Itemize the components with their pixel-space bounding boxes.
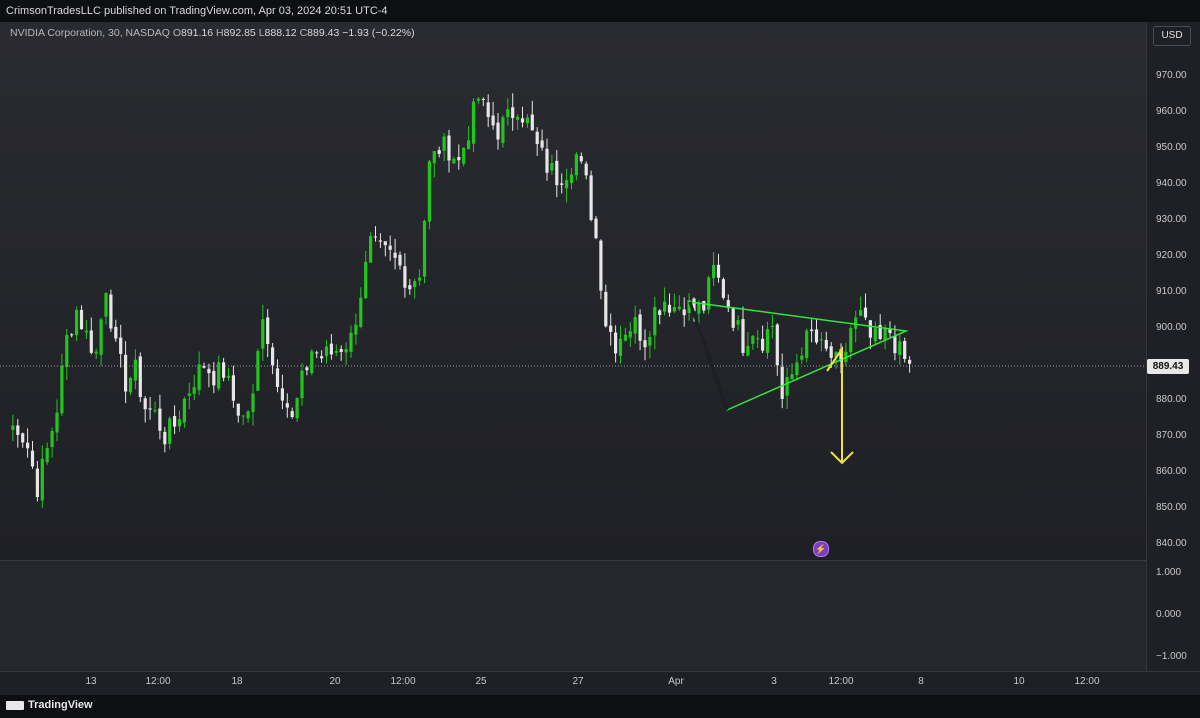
footer-brand: TradingView: [28, 699, 93, 711]
price-tick-label: 840.00: [1156, 538, 1187, 549]
price-tick-label: 880.00: [1156, 394, 1187, 405]
time-tick-label: 8: [918, 676, 924, 687]
footer-bar: TradingView: [0, 695, 1200, 718]
time-tick-label: 12:00: [828, 676, 854, 687]
price-tick-label: 900.00: [1156, 322, 1187, 333]
time-tick-label: 10: [1013, 676, 1025, 687]
time-tick-label: 27: [572, 676, 584, 687]
legend-h-label: H: [216, 27, 224, 39]
legend-close: 889.43: [307, 27, 340, 39]
price-tick-label: 970.00: [1156, 70, 1187, 81]
price-tick-label: 910.00: [1156, 286, 1187, 297]
legend-open: 891.16: [181, 27, 214, 39]
legend-change: −1.93 (−0.22%): [342, 27, 415, 39]
tradingview-logo: TradingView: [6, 699, 93, 711]
time-tick-label: 12:00: [1074, 676, 1100, 687]
time-tick-label: 20: [329, 676, 341, 687]
legend-l-label: L: [258, 27, 265, 39]
time-tick-label: 3: [771, 676, 777, 687]
publisher-text: CrimsonTradesLLC published on TradingVie…: [6, 5, 388, 17]
symbol-legend: NVIDIA Corporation, 30, NASDAQ O891.16 H…: [10, 27, 415, 39]
time-tick-label: 25: [475, 676, 487, 687]
price-tick-label: 860.00: [1156, 466, 1187, 477]
legend-low: 888.12: [264, 27, 297, 39]
price-pane[interactable]: [0, 22, 1146, 559]
legend-high: 892.85: [223, 27, 256, 39]
price-tick-label: 950.00: [1156, 142, 1187, 153]
lightning-icon[interactable]: ⚡: [813, 541, 829, 557]
time-tick-label: Apr: [668, 676, 684, 687]
time-tick-label: 12:00: [390, 676, 416, 687]
indicator-tick-label: 1.000: [1156, 567, 1182, 578]
legend-c-label: C: [299, 27, 308, 39]
indicator-pane[interactable]: [0, 560, 1146, 672]
time-axis[interactable]: [0, 671, 1200, 696]
price-tick-label: 920.00: [1156, 250, 1187, 261]
price-tick-label: 940.00: [1156, 178, 1187, 189]
indicator-tick-label: 0.000: [1156, 609, 1182, 620]
time-tick-label: 12:00: [145, 676, 171, 687]
time-tick-label: 18: [231, 676, 243, 687]
price-tick-label: 960.00: [1156, 106, 1187, 117]
price-tick-label: 870.00: [1156, 430, 1187, 441]
price-tick-label: 930.00: [1156, 214, 1187, 225]
currency-button[interactable]: USD: [1153, 26, 1191, 46]
price-axis[interactable]: [1146, 22, 1200, 672]
tv-logo-icon: [6, 700, 24, 710]
last-price-label: 889.43: [1147, 359, 1189, 374]
legend-symbol: NVIDIA Corporation, 30, NASDAQ: [10, 27, 170, 39]
legend-o-label: O: [172, 27, 181, 39]
indicator-tick-label: −1.000: [1156, 651, 1187, 662]
time-tick-label: 13: [85, 676, 97, 687]
publisher-bar: CrimsonTradesLLC published on TradingVie…: [0, 0, 1200, 22]
price-tick-label: 850.00: [1156, 502, 1187, 513]
